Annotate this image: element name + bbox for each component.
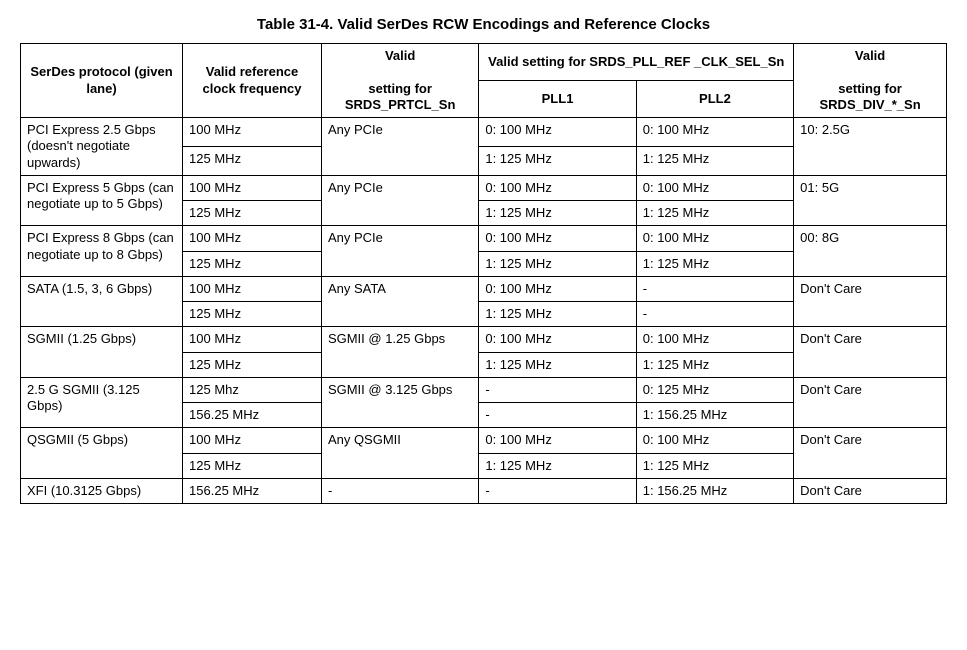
th-prtcl-bot: setting for SRDS_PRTCL_Sn	[345, 81, 456, 112]
cell-clock: 156.25 MHz	[183, 403, 322, 428]
cell-div: Don't Care	[794, 428, 947, 479]
table-row: QSGMII (5 Gbps)100 MHzAny QSGMII0: 100 M…	[21, 428, 947, 453]
cell-clock: 125 Mhz	[183, 377, 322, 402]
cell-div: Don't Care	[794, 276, 947, 327]
cell-pll1: 0: 100 MHz	[479, 118, 636, 147]
cell-div: 00: 8G	[794, 226, 947, 277]
table-row: SGMII (1.25 Gbps)100 MHzSGMII @ 1.25 Gbp…	[21, 327, 947, 352]
cell-pll2: 0: 100 MHz	[636, 118, 793, 147]
cell-pll1: 0: 100 MHz	[479, 226, 636, 251]
cell-clock: 125 MHz	[183, 302, 322, 327]
cell-pll1: 0: 100 MHz	[479, 327, 636, 352]
table-row: PCI Express 2.5 Gbps (doesn't negotiate …	[21, 118, 947, 147]
cell-clock: 100 MHz	[183, 175, 322, 200]
th-prtcl-top: Valid	[385, 48, 415, 63]
cell-clock: 125 MHz	[183, 201, 322, 226]
cell-pll2: -	[636, 302, 793, 327]
serdes-table: SerDes protocol (given lane) Valid refer…	[20, 43, 947, 504]
th-prtcl: Valid setting for SRDS_PRTCL_Sn	[321, 44, 478, 118]
cell-pll2: 1: 125 MHz	[636, 251, 793, 276]
cell-protocol: PCI Express 5 Gbps (can negotiate up to …	[21, 175, 183, 226]
cell-clock: 156.25 MHz	[183, 478, 322, 503]
cell-prtcl: Any PCIe	[321, 118, 478, 176]
cell-prtcl: SGMII @ 3.125 Gbps	[321, 377, 478, 428]
cell-protocol: 2.5 G SGMII (3.125 Gbps)	[21, 377, 183, 428]
cell-clock: 100 MHz	[183, 428, 322, 453]
cell-pll2: 0: 100 MHz	[636, 226, 793, 251]
cell-pll1: 1: 125 MHz	[479, 453, 636, 478]
table-row: PCI Express 5 Gbps (can negotiate up to …	[21, 175, 947, 200]
cell-protocol: PCI Express 2.5 Gbps (doesn't negotiate …	[21, 118, 183, 176]
cell-prtcl: Any SATA	[321, 276, 478, 327]
cell-pll2: 1: 156.25 MHz	[636, 403, 793, 428]
cell-protocol: QSGMII (5 Gbps)	[21, 428, 183, 479]
cell-pll2: -	[636, 276, 793, 301]
cell-div: Don't Care	[794, 377, 947, 428]
cell-pll2: 0: 100 MHz	[636, 175, 793, 200]
th-div-top: Valid	[855, 48, 885, 63]
cell-pll1: 1: 125 MHz	[479, 201, 636, 226]
cell-pll1: 1: 125 MHz	[479, 251, 636, 276]
th-pll-group: Valid setting for SRDS_PLL_REF _CLK_SEL_…	[479, 44, 794, 81]
table-row: SATA (1.5, 3, 6 Gbps)100 MHzAny SATA0: 1…	[21, 276, 947, 301]
cell-pll2: 1: 156.25 MHz	[636, 478, 793, 503]
cell-pll2: 1: 125 MHz	[636, 201, 793, 226]
th-clock: Valid reference clock frequency	[183, 44, 322, 118]
cell-pll2: 0: 100 MHz	[636, 428, 793, 453]
th-protocol: SerDes protocol (given lane)	[21, 44, 183, 118]
cell-protocol: SGMII (1.25 Gbps)	[21, 327, 183, 378]
cell-pll1: -	[479, 403, 636, 428]
cell-div: 10: 2.5G	[794, 118, 947, 176]
cell-div: Don't Care	[794, 478, 947, 503]
th-pll2: PLL2	[636, 81, 793, 118]
th-pll1: PLL1	[479, 81, 636, 118]
cell-clock: 100 MHz	[183, 327, 322, 352]
cell-prtcl: SGMII @ 1.25 Gbps	[321, 327, 478, 378]
cell-prtcl: Any PCIe	[321, 175, 478, 226]
table-title: Table 31-4. Valid SerDes RCW Encodings a…	[20, 16, 947, 33]
th-div-bot: setting for SRDS_DIV_*_Sn	[820, 81, 921, 112]
cell-pll1: 0: 100 MHz	[479, 175, 636, 200]
cell-pll2: 1: 125 MHz	[636, 352, 793, 377]
cell-clock: 100 MHz	[183, 118, 322, 147]
table-body: PCI Express 2.5 Gbps (doesn't negotiate …	[21, 118, 947, 504]
cell-prtcl: Any QSGMII	[321, 428, 478, 479]
cell-pll2: 0: 125 MHz	[636, 377, 793, 402]
cell-div: 01: 5G	[794, 175, 947, 226]
cell-protocol: XFI (10.3125 Gbps)	[21, 478, 183, 503]
cell-pll1: 1: 125 MHz	[479, 146, 636, 175]
cell-protocol: PCI Express 8 Gbps (can negotiate up to …	[21, 226, 183, 277]
table-header: SerDes protocol (given lane) Valid refer…	[21, 44, 947, 118]
cell-pll2: 0: 100 MHz	[636, 327, 793, 352]
cell-pll2: 1: 125 MHz	[636, 146, 793, 175]
cell-pll2: 1: 125 MHz	[636, 453, 793, 478]
th-div: Valid setting for SRDS_DIV_*_Sn	[794, 44, 947, 118]
cell-clock: 125 MHz	[183, 352, 322, 377]
cell-clock: 125 MHz	[183, 146, 322, 175]
cell-pll1: -	[479, 377, 636, 402]
cell-clock: 125 MHz	[183, 251, 322, 276]
table-row: PCI Express 8 Gbps (can negotiate up to …	[21, 226, 947, 251]
cell-prtcl: -	[321, 478, 478, 503]
cell-prtcl: Any PCIe	[321, 226, 478, 277]
cell-clock: 125 MHz	[183, 453, 322, 478]
table-row: 2.5 G SGMII (3.125 Gbps)125 MhzSGMII @ 3…	[21, 377, 947, 402]
cell-clock: 100 MHz	[183, 276, 322, 301]
cell-protocol: SATA (1.5, 3, 6 Gbps)	[21, 276, 183, 327]
cell-pll1: 0: 100 MHz	[479, 428, 636, 453]
cell-pll1: 1: 125 MHz	[479, 302, 636, 327]
cell-pll1: 1: 125 MHz	[479, 352, 636, 377]
cell-div: Don't Care	[794, 327, 947, 378]
cell-pll1: 0: 100 MHz	[479, 276, 636, 301]
table-row: XFI (10.3125 Gbps)156.25 MHz--1: 156.25 …	[21, 478, 947, 503]
cell-pll1: -	[479, 478, 636, 503]
cell-clock: 100 MHz	[183, 226, 322, 251]
